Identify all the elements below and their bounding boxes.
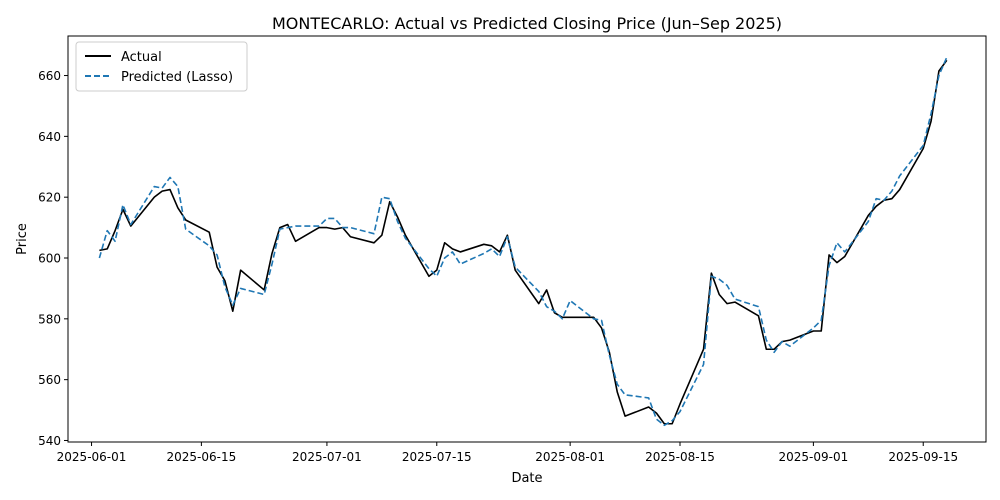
chart-title: MONTECARLO: Actual vs Predicted Closing … bbox=[272, 14, 782, 33]
x-tick-label: 2025-07-15 bbox=[402, 450, 472, 464]
x-tick-label: 2025-06-15 bbox=[167, 450, 237, 464]
y-tick-label: 540 bbox=[38, 434, 61, 448]
x-tick-label: 2025-09-15 bbox=[888, 450, 958, 464]
y-tick-label: 640 bbox=[38, 130, 61, 144]
y-axis: 540 560 580 600 620 640 660 bbox=[38, 69, 68, 448]
x-tick-label: 2025-07-01 bbox=[292, 450, 362, 464]
x-tick-label: 2025-06-01 bbox=[57, 450, 127, 464]
x-tick-label: 2025-08-01 bbox=[535, 450, 605, 464]
plot-frame bbox=[67, 35, 987, 443]
y-tick-label: 580 bbox=[38, 312, 61, 326]
x-axis: 2025-06-01 2025-06-15 2025-07-01 2025-07-15… bbox=[57, 442, 958, 464]
y-axis-label: Price bbox=[15, 223, 30, 255]
y-tick-label: 600 bbox=[38, 252, 61, 266]
series-layer bbox=[98, 56, 948, 427]
legend-box bbox=[75, 41, 248, 92]
legend: Actual Predicted (Lasso) bbox=[75, 41, 248, 92]
x-tick-label: 2025-09-01 bbox=[779, 450, 849, 464]
legend-label-actual: Actual bbox=[121, 50, 162, 65]
series-line-actual bbox=[99, 59, 948, 425]
plot-area bbox=[67, 35, 987, 443]
y-tick-label: 560 bbox=[38, 373, 61, 387]
x-tick-label: 2025-08-15 bbox=[645, 450, 715, 464]
y-tick-label: 620 bbox=[38, 191, 61, 205]
y-tick-label: 660 bbox=[38, 69, 61, 83]
x-axis-label: Date bbox=[511, 471, 542, 486]
series-line-predicted bbox=[98, 56, 948, 427]
legend-label-predicted: Predicted (Lasso) bbox=[121, 70, 233, 85]
